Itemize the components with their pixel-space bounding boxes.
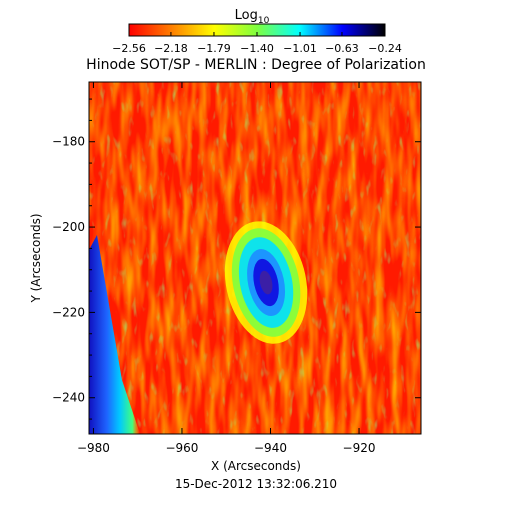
heatmap [89,82,421,434]
colorbar-tick-label: −1.79 [197,42,231,55]
y-axis: −180 −200 −220 −240 [52,98,421,420]
plot-frame [88,81,422,435]
colorbar-tick-label: −2.56 [112,42,146,55]
timestamp: 15-Dec-2012 13:32:06.210 [175,477,337,491]
y-axis-label: Y (Arcseconds) [29,213,43,303]
colorbar-tick-label: −1.01 [283,42,317,55]
y-tick-label: −200 [52,220,85,234]
colorbar-tick-label: −2.18 [154,42,188,55]
chart-title: Hinode SOT/SP - MERLIN : Degree of Polar… [86,57,426,73]
x-tick-label: −960 [165,441,198,455]
x-tick-label: −980 [77,441,110,455]
colorbar-tick-label: −0.63 [325,42,359,55]
colorbar-tick-labels: −2.56 −2.18 −1.79 −1.40 −1.01 −0.63 −0.24 [112,32,402,55]
y-tick-label: −180 [52,135,85,149]
x-tick-label: −920 [343,441,376,455]
x-axis: −980 −960 −940 −920 [77,82,376,455]
y-tick-label: −220 [52,305,85,319]
spot-contour [259,270,273,295]
heatmap-edge-band [89,235,140,434]
heatmap-central-spot [224,221,308,344]
y-tick-label: −240 [52,391,85,405]
colorbar-tick-label: −1.40 [240,42,274,55]
colorbar-tick-label: −0.24 [368,42,402,55]
x-axis-label: X (Arcseconds) [211,459,301,473]
x-tick-label: −940 [254,441,287,455]
colorbar-label: Log10 [235,8,270,26]
